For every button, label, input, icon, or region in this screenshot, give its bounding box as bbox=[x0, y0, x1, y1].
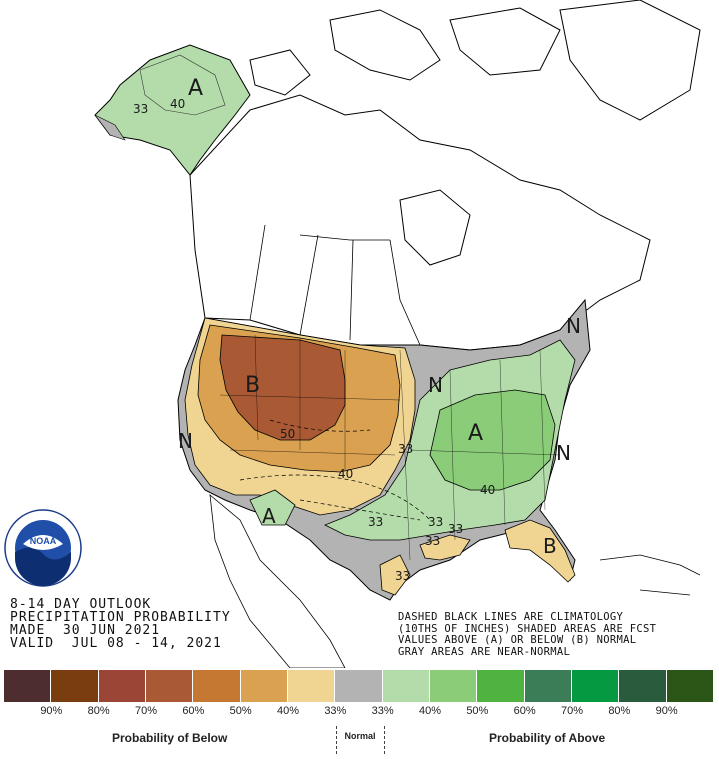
florida-below-letter: B bbox=[543, 534, 557, 558]
legend-swatch bbox=[4, 670, 52, 702]
made-date: MADE 30 JUN 2021 bbox=[10, 623, 161, 638]
legend-tick-label: 50% bbox=[466, 705, 489, 717]
legend-swatch bbox=[287, 670, 336, 702]
valid-dates: VALID JUL 08 - 14, 2021 bbox=[10, 636, 222, 651]
alaska-40-label: 40 bbox=[170, 97, 185, 111]
legend-swatch bbox=[429, 670, 478, 702]
legend-swatch bbox=[51, 670, 99, 702]
east-above-letter: A bbox=[468, 421, 483, 446]
legend-tick-label: 60% bbox=[513, 705, 536, 717]
hudson-bay bbox=[399, 189, 471, 266]
climatology-lines bbox=[239, 419, 431, 521]
legend-tick-label: 70% bbox=[134, 705, 158, 717]
note-line3: VALUES ABOVE (A) OR BELOW (B) NORMAL bbox=[398, 634, 637, 646]
legend-tick-label: 90% bbox=[655, 705, 678, 717]
legend-swatch bbox=[524, 670, 572, 702]
alaska-gray bbox=[94, 114, 126, 141]
plains-normal-letter: N bbox=[428, 373, 443, 397]
legend-color-bar bbox=[4, 670, 714, 702]
legend-tick-label: 40% bbox=[418, 705, 442, 717]
legend-tick-label: 40% bbox=[276, 705, 300, 717]
caribbean bbox=[599, 554, 701, 596]
below-50-area bbox=[219, 334, 346, 441]
noaa-wordmark: NOAA bbox=[30, 536, 57, 546]
probability-above-label: Probability of Above bbox=[489, 731, 606, 745]
legend-swatch bbox=[477, 670, 525, 702]
title-line1: 8-14 DAY OUTLOOK bbox=[10, 597, 152, 612]
legend-swatch bbox=[382, 670, 430, 702]
normal-divider-right bbox=[384, 726, 385, 754]
note-line2: (10THS OF INCHES) SHADED AREAS ARE FCST bbox=[398, 622, 657, 635]
alaska-above-letter: A bbox=[188, 76, 203, 101]
coast-normal-letter: N bbox=[556, 441, 571, 465]
legend-tick-label: 33% bbox=[371, 705, 394, 717]
precipitation-outlook-map: A 40 33 B 50 40 33 N N A 40 33 33 33 33 … bbox=[4, 0, 701, 668]
sw-above bbox=[249, 489, 296, 526]
west-below-letter: B bbox=[245, 373, 260, 398]
note-line4: GRAY AREAS ARE NEAR-NORMAL bbox=[398, 645, 571, 658]
west-50-label: 50 bbox=[280, 427, 295, 441]
east-33-label: 33 bbox=[368, 515, 383, 529]
legend-swatch bbox=[193, 670, 241, 702]
mexico bbox=[209, 494, 346, 668]
gulf-33-label-b: 33 bbox=[448, 522, 463, 536]
gulf-33-label-c: 33 bbox=[425, 534, 440, 548]
texas-33-label: 33 bbox=[395, 569, 410, 583]
legend-tick-label: 80% bbox=[87, 705, 110, 717]
legend-swatch bbox=[335, 670, 383, 702]
texas-coast-below bbox=[379, 554, 411, 596]
state-lines bbox=[219, 334, 561, 561]
west-33-label: 33 bbox=[398, 442, 413, 456]
noaa-logo: NOAA bbox=[4, 509, 82, 587]
gulf-33-label-a: 33 bbox=[428, 515, 443, 529]
east-40-label: 40 bbox=[480, 483, 495, 497]
northeast-normal-letter: N bbox=[566, 314, 581, 338]
gulf-below bbox=[419, 534, 471, 561]
arctic-islands bbox=[249, 7, 561, 96]
legend-swatch bbox=[571, 670, 620, 702]
legend-tick-label: 80% bbox=[608, 705, 631, 717]
note-line1: DASHED BLACK LINES ARE CLIMATOLOGY bbox=[398, 611, 624, 623]
normal-label: Normal bbox=[344, 731, 376, 741]
probability-below-label: Probability of Below bbox=[112, 731, 228, 745]
normal-divider-left bbox=[336, 726, 337, 754]
legend-tick-label: 90% bbox=[40, 705, 63, 717]
legend-swatch bbox=[98, 670, 146, 702]
legend-tick-label: 60% bbox=[182, 705, 205, 717]
outlook-title: 8-14 DAY OUTLOOK PRECIPITATION PROBABILIT… bbox=[10, 598, 231, 650]
legend-swatch bbox=[666, 670, 714, 702]
greenland bbox=[559, 0, 701, 121]
sw-above-letter: A bbox=[262, 504, 276, 528]
legend-swatch bbox=[240, 670, 288, 702]
title-line2: PRECIPITATION PROBABILITY bbox=[10, 610, 231, 625]
legend-tick-label: 70% bbox=[560, 705, 584, 717]
alaska-33-label: 33 bbox=[133, 102, 148, 116]
above-40-east bbox=[429, 389, 556, 491]
legend-swatch bbox=[619, 670, 667, 702]
legend-tick-label: 33% bbox=[324, 705, 347, 717]
west-normal-letter: N bbox=[178, 429, 193, 453]
legend-swatch bbox=[145, 670, 194, 702]
legend-note: DASHED BLACK LINES ARE CLIMATOLOGY (10THS… bbox=[398, 611, 657, 658]
west-40-label: 40 bbox=[338, 467, 353, 481]
province-lines bbox=[249, 224, 421, 346]
alaska-mid bbox=[139, 54, 226, 116]
legend-tick-label: 50% bbox=[229, 705, 252, 717]
florida-below bbox=[504, 519, 576, 583]
